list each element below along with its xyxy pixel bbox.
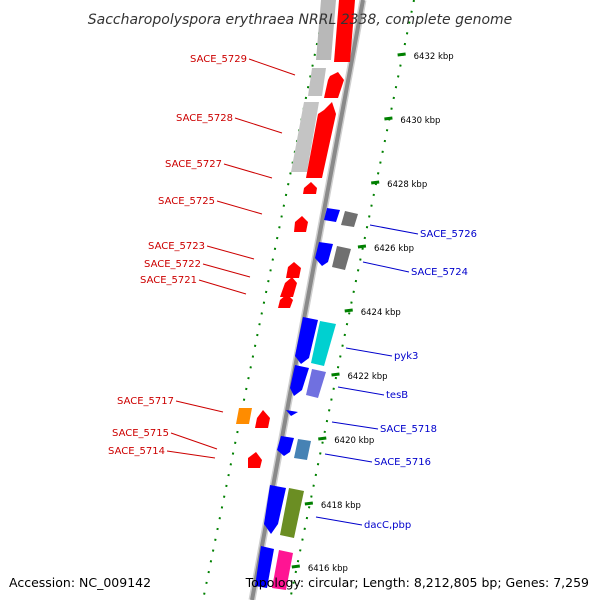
- gene-dacC-blue[interactable]: [264, 485, 286, 534]
- gene-label-left[interactable]: SACE_5721: [140, 275, 197, 286]
- gene-sace5718-blue[interactable]: [286, 410, 298, 416]
- accession-text: Accession: NC_009142: [9, 575, 151, 590]
- left-gene-labels: SACE_5729 SACE_5728 SACE_5727 SACE_5725 SACE…: [108, 54, 296, 459]
- gene-sace5716-steel[interactable]: [294, 439, 311, 460]
- gene-sace5728-red[interactable]: [324, 72, 344, 98]
- gene-label-right[interactable]: SACE_5726: [420, 229, 477, 240]
- gene-sace5717-orange[interactable]: [236, 408, 252, 424]
- ruler-tick-label: 6416 kbp: [308, 564, 348, 574]
- gene-label-right[interactable]: SACE_5724: [411, 267, 468, 278]
- topology-text: Topology: circular; Length: 8,212,805 bp…: [245, 575, 589, 590]
- ruler-tick-label: 6424 kbp: [361, 308, 401, 318]
- gene-bottom-pink[interactable]: [272, 550, 293, 590]
- ruler-tick: [344, 308, 353, 313]
- ruler-tick-label: 6422 kbp: [348, 372, 388, 382]
- label-leader-line: [315, 516, 363, 526]
- gene-label-left[interactable]: SACE_5717: [117, 396, 174, 407]
- gene-label-left[interactable]: SACE_5714: [108, 446, 165, 457]
- ruler-tick: [357, 244, 367, 249]
- label-leader-line: [362, 261, 410, 273]
- gene-sace5725-red[interactable]: [303, 182, 317, 194]
- page-title: Saccharopolyspora erythraea NRRL 2338, c…: [88, 12, 513, 28]
- gene-sace5724-blue[interactable]: [315, 242, 333, 266]
- label-leader-line: [331, 421, 379, 430]
- gene-label-left[interactable]: SACE_5729: [190, 54, 247, 65]
- label-leader-line: [170, 432, 218, 450]
- gene-label-right[interactable]: pyk3: [394, 351, 418, 362]
- gene-sace5721b-red[interactable]: [278, 294, 293, 308]
- label-leader-line: [166, 450, 216, 459]
- ruler-tick-label: 6426 kbp: [374, 244, 414, 254]
- ruler-tick: [291, 564, 301, 569]
- gene-sace5727-red[interactable]: [306, 102, 336, 178]
- label-leader-line: [369, 224, 419, 235]
- label-leader-line: [206, 245, 255, 260]
- label-leader-line: [248, 58, 296, 76]
- gene-label-left[interactable]: SACE_5715: [112, 428, 169, 439]
- gene-sace5714-red[interactable]: [248, 452, 262, 468]
- gene-label-right[interactable]: SACE_5716: [374, 457, 431, 468]
- gene-teSB-purple[interactable]: [306, 369, 326, 398]
- ruler-tick: [331, 372, 340, 377]
- ruler-tick-label: 6418 kbp: [321, 501, 361, 511]
- gene-pyk3-blue[interactable]: [295, 317, 318, 364]
- gene-label-left[interactable]: SACE_5722: [144, 259, 201, 270]
- ruler-tick-label: 6432 kbp: [414, 52, 454, 62]
- gene-label-right[interactable]: dacC,pbp: [364, 520, 411, 531]
- label-leader-line: [345, 347, 393, 357]
- ruler: 6432 kbp 6430 kbp 6428 kbp 6426 kbp 6424 kbp…: [291, 52, 454, 574]
- right-gene-labels: SACE_5726 SACE_5724 pyk3 tesB SACE_5718 SACE_…: [315, 224, 477, 531]
- gene-sace5723-red[interactable]: [294, 216, 308, 232]
- gene-sace5727-grey[interactable]: [291, 102, 319, 172]
- gene-label-right[interactable]: SACE_5718: [380, 424, 437, 435]
- gene-label-left[interactable]: SACE_5727: [165, 159, 222, 170]
- gene-label-left[interactable]: SACE_5725: [158, 196, 215, 207]
- gene-sace5722-red[interactable]: [286, 262, 301, 278]
- gene-sace5729-grey[interactable]: [316, 0, 336, 60]
- ruler-tick-label: 6420 kbp: [334, 436, 374, 446]
- gene-sace5721-red[interactable]: [280, 277, 297, 297]
- ruler-tick-label: 6428 kbp: [387, 180, 427, 190]
- ruler-tick: [304, 501, 314, 506]
- ruler-tick: [397, 52, 406, 57]
- ruler-tick: [370, 180, 380, 185]
- gene-sace5726-grey[interactable]: [341, 211, 358, 227]
- label-leader-line: [175, 400, 224, 413]
- label-leader-line: [198, 279, 247, 295]
- gene-dacC-olive[interactable]: [280, 488, 304, 538]
- label-leader-line: [337, 386, 385, 396]
- gene-bottom-blue[interactable]: [255, 546, 274, 588]
- ruler-tick: [384, 116, 393, 121]
- gene-features: [236, 0, 358, 590]
- ruler-tick-label: 6430 kbp: [400, 116, 440, 126]
- gene-sace5726-blue[interactable]: [324, 208, 340, 222]
- label-leader-line: [324, 453, 373, 463]
- label-leader-line: [234, 117, 283, 134]
- label-leader-line: [216, 200, 263, 215]
- gene-label-left[interactable]: SACE_5723: [148, 241, 205, 252]
- gene-teSB-blue[interactable]: [290, 365, 309, 396]
- gene-label-right[interactable]: tesB: [386, 390, 408, 401]
- gene-pyk3-cyan[interactable]: [311, 321, 336, 366]
- gene-sace5717-red[interactable]: [255, 410, 270, 428]
- gene-sace5729-red[interactable]: [334, 0, 355, 62]
- gene-sace5728-grey[interactable]: [308, 68, 326, 96]
- ruler-tick: [318, 436, 327, 441]
- gene-label-left[interactable]: SACE_5728: [176, 113, 233, 124]
- label-leader-line: [223, 163, 273, 179]
- label-leader-line: [202, 263, 251, 278]
- gene-sace5716-blue[interactable]: [277, 436, 294, 456]
- gene-sace5724-grey[interactable]: [332, 246, 351, 270]
